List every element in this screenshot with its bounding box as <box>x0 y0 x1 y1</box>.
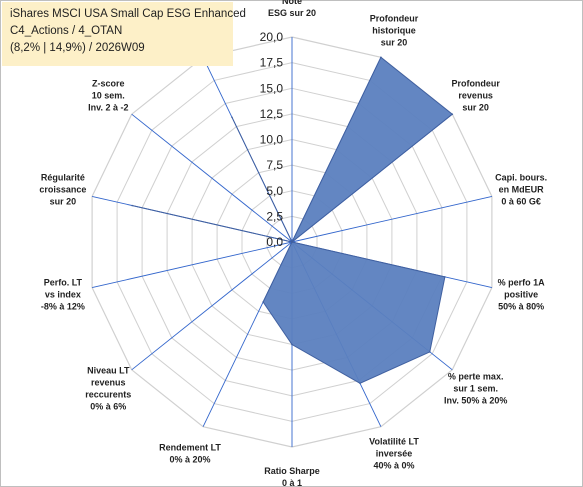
category-label-2: Profondeur <box>451 79 500 89</box>
category-label-1: historique <box>372 25 416 35</box>
data-point-2 <box>451 113 454 115</box>
category-label-4: 50% à 80% <box>498 301 544 311</box>
category-label-8: Rendement LT <box>159 443 221 453</box>
data-point-12 <box>291 241 293 243</box>
data-point-7 <box>291 343 293 346</box>
radar-series <box>131 56 454 385</box>
category-label-10: -8% à 12% <box>41 301 85 311</box>
category-label-4: % perfo 1A <box>498 277 546 287</box>
data-point-6 <box>359 382 361 385</box>
category-label-8: 0% à 20% <box>169 455 210 465</box>
category-label-6: Volatilité LT <box>369 437 419 447</box>
category-label-2: sur 20 <box>462 103 489 113</box>
category-label-10: vs index <box>45 289 81 299</box>
tick-label-6: 15,0 <box>260 81 284 95</box>
data-point-1 <box>380 56 382 59</box>
category-label-12: Inv. 2 à -2 <box>88 103 128 113</box>
series-area <box>131 56 454 384</box>
category-label-0: Note <box>282 0 302 6</box>
tick-label-0: 0,0 <box>266 235 283 249</box>
category-label-1: sur 20 <box>381 37 408 47</box>
category-label-12: 10 sem. <box>92 91 125 101</box>
category-label-3: Capi. bours. <box>495 173 547 183</box>
category-label-10: Perfo. LT <box>44 277 83 287</box>
tick-label-8: 20,0 <box>260 30 284 44</box>
data-point-13 <box>231 116 233 119</box>
category-label-5: sur 1 sem. <box>453 384 498 394</box>
tick-label-4: 10,0 <box>260 133 284 147</box>
category-label-9: revenus <box>91 378 126 388</box>
axis-spoke-3 <box>291 195 493 243</box>
tick-label-5: 12,5 <box>260 107 284 121</box>
category-label-9: 0% à 6% <box>90 402 126 412</box>
axis-spoke-10 <box>91 241 293 289</box>
category-label-6: inversée <box>376 449 413 459</box>
chart-subtitle: C4_Actions / 4_OTAN <box>10 25 123 37</box>
category-label-0: ESG sur 20 <box>268 8 316 18</box>
data-point-11 <box>131 204 133 207</box>
category-label-6: 40% à 0% <box>373 461 414 471</box>
category-label-11: croissance <box>39 185 86 195</box>
category-label-4: positive <box>504 289 538 299</box>
category-label-7: Ratio Sharpe <box>264 466 320 476</box>
axis-spoke-9 <box>131 241 293 371</box>
category-label-9: reccurents <box>85 390 131 400</box>
category-label-5: % perte max. <box>448 372 504 382</box>
category-label-12: Z-score <box>92 79 125 89</box>
category-label-9: Niveau LT <box>87 366 130 376</box>
category-label-11: Régularité <box>41 173 85 183</box>
axis-spoke-12 <box>131 113 293 243</box>
tick-label-3: 7,5 <box>266 158 283 172</box>
tick-label-7: 17,5 <box>260 56 284 70</box>
chart-title-box: iShares MSCI USA Small Cap ESG Enhanced … <box>2 2 246 66</box>
tick-label-1: 2,5 <box>266 209 283 223</box>
category-label-11: sur 20 <box>50 197 77 207</box>
data-point-4 <box>444 276 446 278</box>
chart-period: (8,2% | 14,9%) / 2026W09 <box>10 42 145 54</box>
category-label-3: en MdEUR <box>499 185 545 195</box>
data-point-5 <box>429 351 431 353</box>
tick-label-2: 5,0 <box>266 184 283 198</box>
category-label-7: 0 à 1 <box>282 478 302 487</box>
category-label-5: Inv. 50% à 20% <box>444 396 507 406</box>
chart-title: iShares MSCI USA Small Cap ESG Enhanced <box>10 8 246 20</box>
category-label-2: revenus <box>458 91 493 101</box>
category-label-1: Profondeur <box>370 13 419 23</box>
category-label-3: 0 à 60 G€ <box>501 197 541 207</box>
data-point-8 <box>262 301 264 303</box>
radial-tick-labels: 0,0 2,5 5,0 7,5 10,0 12,5 15,0 17,5 20,0 <box>260 30 284 249</box>
